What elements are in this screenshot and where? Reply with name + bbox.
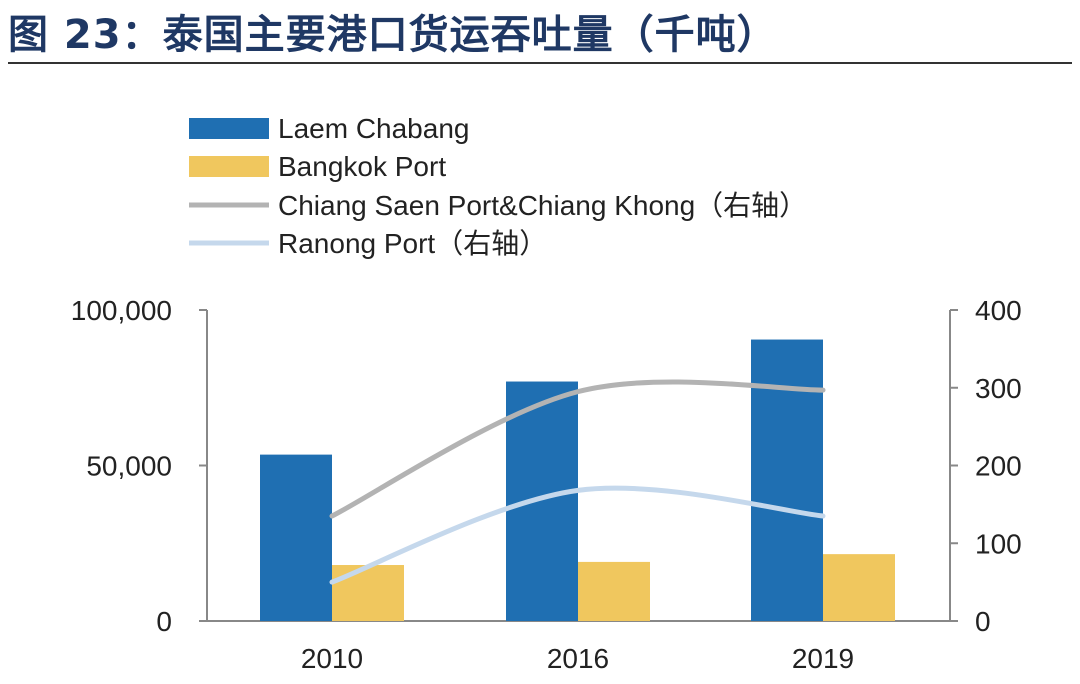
- bar-laem-chabang-2016: [506, 381, 578, 621]
- bar-bangkok-port-2016: [578, 561, 650, 621]
- bar-bangkok-port-2010: [332, 565, 404, 621]
- bar-laem-chabang-2010: [260, 454, 332, 621]
- left-tick-label: 100,000: [71, 295, 172, 326]
- line-series: [329, 379, 826, 585]
- title-divider: [8, 62, 1072, 64]
- left-tick-label: 0: [156, 606, 172, 637]
- right-tick-label: 100: [975, 528, 1022, 559]
- chart-legend: Laem Chabang Bangkok Port Chiang Saen Port…: [189, 113, 807, 259]
- legend-label-bangkok-port: Bangkok Port: [278, 151, 446, 182]
- right-tick-label: 300: [975, 373, 1022, 404]
- legend-label-laem-chabang: Laem Chabang: [278, 113, 469, 144]
- line-ranong-port: [329, 485, 826, 585]
- x-tick-label: 2016: [547, 643, 609, 674]
- left-tick-label: 50,000: [86, 451, 172, 482]
- legend-swatch-bangkok-port: [189, 156, 269, 177]
- legend-label-chiang-saen-port-chiang-khong: Chiang Saen Port&Chiang Khong（右轴）: [278, 190, 807, 221]
- line-chiang-saen-port-chiang-khong: [329, 379, 826, 519]
- right-tick-label: 400: [975, 295, 1022, 326]
- bar-series: [260, 339, 895, 621]
- x-tick-label: 2019: [792, 643, 854, 674]
- right-tick-label: 200: [975, 451, 1022, 482]
- legend-swatch-laem-chabang: [189, 118, 269, 139]
- x-tick-label: 2010: [301, 643, 363, 674]
- figure-title: 图 23：泰国主要港口货运吞吐量（千吨）: [8, 12, 778, 58]
- right-tick-label: 0: [975, 606, 991, 637]
- bar-bangkok-port-2019: [823, 554, 895, 621]
- chart-axes: 0 50,000 100,000 0 100 200 300 400 2010 2016 2019: [71, 295, 1022, 674]
- legend-label-ranong-port: Ranong Port（右轴）: [278, 228, 547, 259]
- bar-laem-chabang-2019: [751, 339, 823, 621]
